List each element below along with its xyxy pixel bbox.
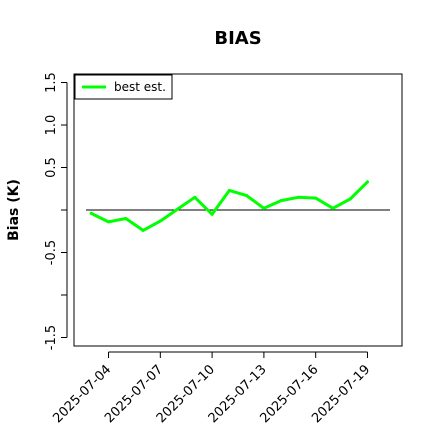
data-point: [158, 219, 162, 223]
data-point: [176, 207, 180, 211]
legend: best est.: [74, 74, 173, 100]
chart-title: BIAS: [214, 28, 261, 49]
data-point: [314, 196, 318, 200]
y-axis: -1.5 -0.5 0.5 1.0 1.5: [44, 72, 68, 350]
plot-frame: [73, 73, 403, 347]
x-axis: 2025-07-042025-07-072025-07-102025-07-13…: [50, 351, 373, 426]
data-point: [89, 211, 93, 215]
data-point: [279, 199, 283, 203]
y-axis-label: Bias (K): [6, 179, 22, 241]
data-point: [107, 220, 111, 224]
data-point: [245, 194, 249, 198]
data-point: [296, 195, 300, 199]
data-point: [193, 195, 197, 199]
data-point: [331, 206, 335, 210]
data-point: [227, 188, 231, 192]
data-point: [262, 206, 266, 210]
data-point: [210, 212, 214, 216]
data-point: [141, 228, 145, 232]
data-point: [365, 180, 369, 184]
legend-label-best-est: best est.: [114, 80, 166, 94]
y-tick-label: -0.5: [44, 240, 59, 265]
y-tick-label: 0.5: [44, 157, 59, 178]
data-point: [348, 197, 352, 201]
y-tick-label: 1.5: [44, 72, 59, 93]
y-tick-label: 1.0: [44, 115, 59, 136]
y-tick-label: -1.5: [44, 325, 59, 350]
data-point: [124, 217, 128, 220]
plot-area: [86, 180, 390, 232]
